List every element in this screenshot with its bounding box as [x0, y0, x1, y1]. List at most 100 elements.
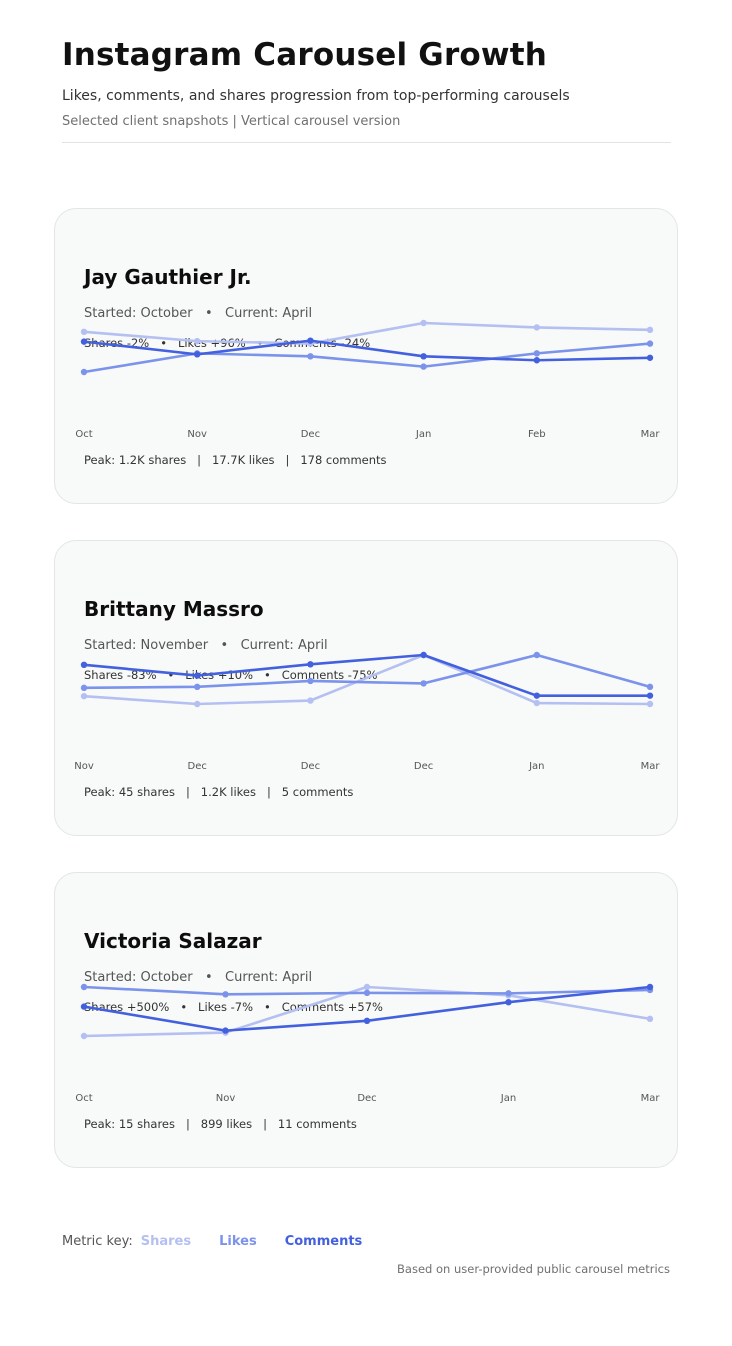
legend-shares: Shares — [140, 1234, 192, 1249]
data-point-likes — [505, 990, 512, 997]
data-point-comments — [307, 661, 314, 668]
series-likes — [80, 340, 654, 376]
client-period: Started: October • Current: April — [84, 306, 313, 321]
data-point-comments — [646, 692, 654, 699]
data-point-likes — [420, 363, 427, 370]
data-point-likes — [307, 353, 314, 360]
data-point-likes — [194, 683, 201, 691]
x-tick-label: Mar — [641, 1093, 661, 1104]
page-note: Selected client snapshots | Vertical car… — [62, 114, 401, 129]
client-card-2: Brittany Massro Started: November • Curr… — [54, 540, 678, 836]
data-point-comments — [307, 337, 314, 344]
data-point-likes — [646, 683, 654, 691]
growth-chart: Nov Dec Dec Dec Jan Mar — [74, 651, 661, 772]
data-point-shares — [194, 337, 201, 345]
client-card-3: Victoria Salazar Started: October • Curr… — [54, 872, 678, 1168]
page-subtitle: Likes, comments, and shares progression … — [62, 88, 570, 104]
data-point-comments — [420, 353, 427, 360]
data-point-shares — [80, 328, 88, 336]
data-point-shares — [420, 319, 427, 327]
data-point-comments — [80, 1003, 88, 1010]
client-name: Brittany Massro — [84, 597, 264, 621]
series-comments — [80, 983, 654, 1034]
data-point-likes — [80, 983, 88, 991]
growth-chart: Oct Nov Dec Jan Feb Mar — [75, 319, 661, 440]
data-point-likes — [222, 991, 229, 998]
client-period: Started: October • Current: April — [84, 970, 313, 985]
client-peak: Peak: 1.2K shares | 17.7K likes | 178 co… — [84, 453, 387, 467]
source-note: Based on user-provided public carousel m… — [397, 1262, 670, 1276]
x-tick-label: Nov — [74, 761, 94, 772]
client-peak: Peak: 15 shares | 899 likes | 11 comment… — [84, 1117, 357, 1131]
series-line-shares — [83, 653, 651, 706]
series-line-likes — [83, 653, 651, 690]
data-point-likes — [533, 651, 540, 659]
data-point-comments — [80, 661, 88, 668]
data-point-shares — [646, 700, 654, 708]
series-comments — [80, 651, 654, 699]
data-point-shares — [533, 324, 540, 331]
x-tick-label: Jan — [500, 1093, 516, 1104]
client-name: Jay Gauthier Jr. — [84, 265, 252, 289]
data-point-comments — [80, 338, 88, 345]
legend-label: Metric key: — [62, 1234, 133, 1249]
data-point-likes — [80, 684, 88, 692]
x-tick-label: Oct — [75, 429, 92, 440]
data-point-comments — [505, 998, 512, 1006]
data-point-shares — [646, 1015, 654, 1023]
x-tick-label: Jan — [415, 429, 431, 440]
series-likes — [80, 651, 654, 692]
x-tick-label: Dec — [301, 761, 320, 772]
x-tick-label: Dec — [188, 761, 207, 772]
data-point-comments — [646, 983, 654, 991]
series-line-comments — [83, 339, 651, 362]
data-point-comments — [222, 1027, 229, 1034]
client-name: Victoria Salazar — [84, 929, 262, 953]
legend-comments: Comments — [284, 1234, 363, 1249]
x-tick-label: Mar — [641, 761, 661, 772]
series-shares — [80, 319, 654, 347]
x-tick-label: Dec — [301, 429, 320, 440]
growth-chart: Oct Nov Dec Jan Mar — [75, 983, 661, 1104]
x-tick-label: Mar — [641, 429, 661, 440]
data-point-shares — [194, 700, 201, 708]
header-divider — [62, 142, 671, 143]
data-point-shares — [80, 1032, 88, 1040]
client-period: Started: November • Current: April — [84, 638, 328, 653]
data-point-likes — [307, 677, 314, 685]
client-card-1: Jay Gauthier Jr. Started: October • Curr… — [54, 208, 678, 504]
data-point-likes — [420, 680, 427, 687]
x-tick-label: Nov — [187, 429, 207, 440]
legend-likes: Likes — [219, 1234, 257, 1249]
client-peak: Peak: 45 shares | 1.2K likes | 5 comment… — [84, 785, 354, 799]
x-tick-label: Oct — [75, 1093, 92, 1104]
data-point-shares — [533, 699, 540, 707]
data-point-shares — [646, 326, 654, 334]
x-tick-label: Dec — [414, 761, 433, 772]
header: Instagram Carousel Growth Likes, comment… — [62, 36, 671, 130]
data-point-shares — [363, 983, 371, 991]
data-point-comments — [533, 357, 540, 364]
data-point-comments — [533, 692, 540, 699]
data-point-comments — [646, 354, 654, 361]
x-tick-label: Feb — [528, 429, 546, 440]
series-line-shares — [83, 321, 651, 345]
series-line-likes — [83, 342, 651, 374]
data-point-likes — [646, 340, 654, 347]
page-title: Instagram Carousel Growth — [62, 37, 548, 73]
data-point-comments — [420, 651, 427, 659]
data-point-likes — [363, 989, 371, 997]
series-line-comments — [83, 653, 650, 697]
x-tick-label: Nov — [216, 1093, 236, 1104]
series-comments — [80, 337, 654, 364]
data-point-comments — [194, 351, 201, 358]
x-tick-label: Dec — [357, 1093, 376, 1104]
data-point-likes — [80, 368, 88, 376]
data-point-comments — [363, 1017, 371, 1025]
metric-legend: Metric key: Shares Likes Comments — [62, 1234, 382, 1249]
data-point-likes — [533, 350, 540, 357]
data-point-shares — [307, 697, 314, 704]
data-point-shares — [80, 692, 88, 700]
x-tick-label: Jan — [528, 761, 544, 772]
data-point-comments — [194, 672, 201, 679]
